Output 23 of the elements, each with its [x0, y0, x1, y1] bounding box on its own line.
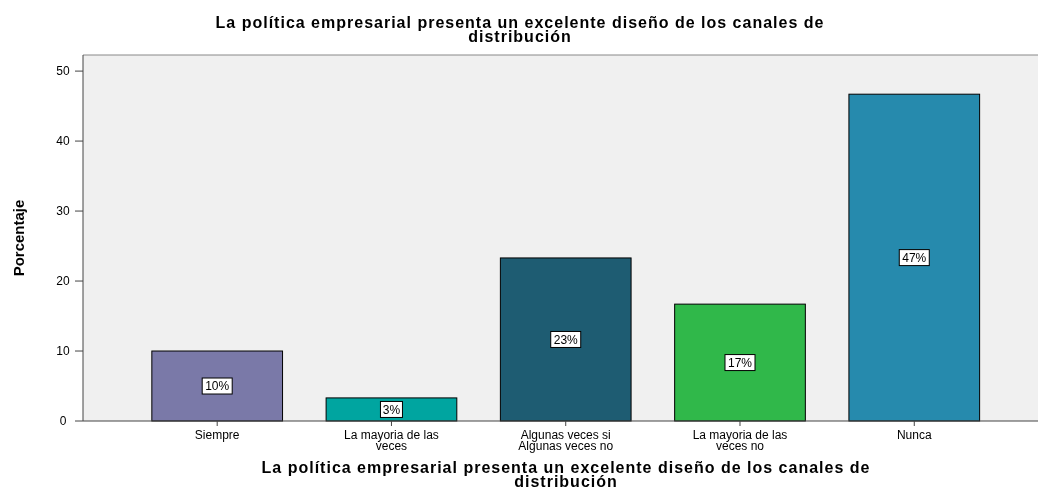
x-tick-label: Siempre [194, 428, 240, 442]
x-tick-label: La mayoria de las veces no [692, 428, 788, 453]
bar [848, 93, 981, 422]
data-label: 23% [553, 332, 579, 347]
x-tick-label: La mayoria de las veces [344, 428, 439, 453]
data-label: 47% [902, 250, 927, 265]
y-axis-title: Porcentaje [10, 199, 27, 277]
y-tick-label: 40 [56, 134, 70, 149]
data-label: 17% [727, 355, 753, 370]
x-tick-label: Nunca [896, 428, 932, 442]
x-axis-title: La política empresarial presenta un excelente diseño de los canales de distribución [261, 459, 871, 490]
data-label: 10% [205, 379, 230, 394]
bar [499, 257, 632, 422]
bar [151, 350, 284, 422]
y-tick-label: 30 [56, 204, 70, 219]
y-tick-label: 10 [56, 344, 70, 359]
bar [674, 303, 806, 422]
y-tick-label: 0 [59, 414, 67, 429]
y-tick-label: 20 [56, 274, 70, 289]
x-tick-label: Algunas veces si Algunas veces no [518, 428, 614, 453]
data-label: 3% [382, 402, 401, 417]
y-tick-label: 50 [56, 64, 70, 79]
chart-title: La política empresarial presenta un excelente diseño de los canales de distribución [215, 14, 825, 45]
